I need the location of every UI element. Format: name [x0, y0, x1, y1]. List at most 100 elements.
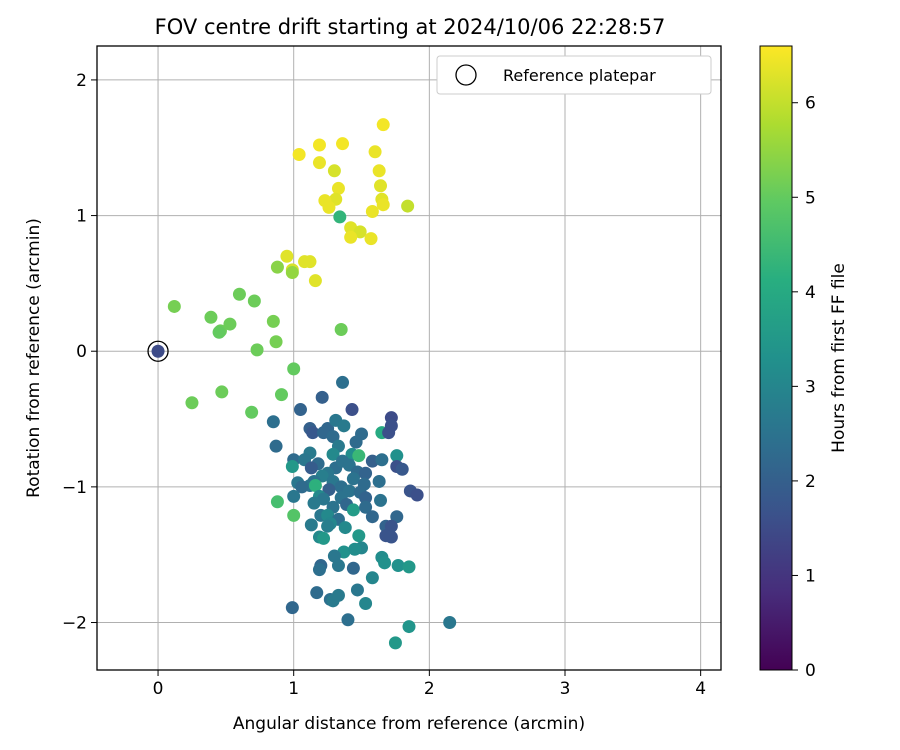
colorbar-tick-label: 2: [805, 472, 816, 492]
data-point: [346, 503, 360, 517]
data-point: [443, 616, 457, 630]
data-point: [344, 230, 358, 244]
data-point: [374, 179, 388, 193]
data-point: [388, 636, 402, 650]
data-point: [315, 390, 329, 404]
data-point: [346, 472, 360, 486]
data-point: [269, 335, 283, 349]
data-point: [269, 439, 283, 453]
data-point: [331, 588, 345, 602]
data-point: [285, 266, 299, 280]
reference-circle: [147, 340, 169, 362]
data-point: [384, 530, 398, 544]
data-point: [285, 601, 299, 615]
data-point: [274, 388, 288, 402]
data-point: [266, 415, 280, 429]
data-point: [204, 310, 218, 324]
data-point: [401, 199, 415, 213]
x-tick-label: 3: [560, 679, 571, 699]
data-point: [359, 597, 373, 611]
data-point: [312, 156, 326, 170]
data-point: [391, 559, 405, 573]
data-point: [312, 138, 326, 152]
data-point: [349, 435, 363, 449]
data-point: [348, 542, 362, 556]
data-point: [372, 164, 386, 178]
data-point: [334, 323, 348, 337]
data-point: [223, 317, 237, 331]
x-axis-label: Angular distance from reference (arcmin): [233, 714, 585, 734]
data-point: [232, 287, 246, 301]
data-point: [312, 563, 326, 577]
data-point: [292, 148, 306, 162]
colorbar-ticks: 0 1 2 3 4 5 6: [792, 94, 816, 681]
y-tick-label: −2: [62, 614, 87, 634]
data-point: [390, 449, 404, 463]
data-point: [333, 210, 347, 224]
data-point: [212, 325, 226, 339]
data-point: [365, 454, 379, 468]
colorbar-tick-label: 6: [805, 94, 816, 114]
data-point: [359, 491, 373, 505]
data-point: [327, 164, 341, 178]
data-point: [308, 479, 322, 493]
data-point: [350, 583, 364, 597]
data-point: [293, 403, 307, 417]
data-point: [353, 225, 367, 239]
data-point: [365, 204, 379, 218]
colorbar: 0 1 2 3 4 5 6 Hours from first FF file: [759, 45, 849, 681]
data-point: [331, 559, 345, 573]
x-tick-label: 0: [153, 679, 164, 699]
colorbar-tick-label: 4: [805, 283, 816, 303]
data-point: [336, 375, 350, 389]
plot-frame: [96, 45, 722, 671]
data-point: [285, 460, 299, 474]
colorbar-label: Hours from first FF file: [829, 263, 849, 453]
data-point: [375, 453, 389, 467]
data-point: [359, 466, 373, 480]
data-point: [346, 561, 360, 575]
x-tick-label: 2: [424, 679, 435, 699]
data-point: [410, 488, 424, 502]
x-tick-label: 4: [695, 679, 706, 699]
data-point: [374, 493, 388, 507]
x-tick-label: 1: [288, 679, 299, 699]
legend-box: [436, 55, 712, 95]
data-point: [295, 480, 309, 494]
data-point: [185, 396, 199, 410]
data-point: [215, 385, 229, 399]
data-point: [287, 489, 301, 503]
colorbar-tick-label: 3: [805, 377, 816, 397]
data-point: [376, 118, 390, 132]
y-axis-label: Rotation from reference (arcmin): [24, 218, 44, 498]
data-point: [287, 508, 301, 522]
data-point: [336, 137, 350, 151]
data-point: [151, 344, 165, 358]
data-point: [245, 405, 259, 419]
data-point: [384, 419, 398, 433]
data-point: [378, 556, 392, 570]
chart-title: FOV centre drift starting at 2024/10/06 …: [155, 15, 666, 39]
data-point: [247, 294, 261, 308]
data-point: [402, 620, 416, 634]
data-point: [390, 510, 404, 524]
data-point: [372, 474, 386, 488]
data-point: [331, 181, 345, 195]
data-point: [304, 518, 318, 532]
data-point: [384, 519, 398, 533]
reference-marker: [147, 340, 169, 362]
data-point: [365, 571, 379, 585]
data-point: [321, 519, 335, 533]
data-point: [306, 426, 320, 440]
data-point: [341, 613, 355, 627]
data-point: [352, 449, 366, 463]
grid-lines: [97, 46, 721, 670]
data-point: [310, 586, 324, 600]
y-tick-label: −1: [62, 478, 87, 498]
data-point: [365, 510, 379, 524]
data-point: [270, 495, 284, 509]
y-tick-label: 1: [76, 207, 87, 227]
data-point: [359, 500, 373, 514]
colorbar-tick-label: 1: [805, 566, 816, 586]
